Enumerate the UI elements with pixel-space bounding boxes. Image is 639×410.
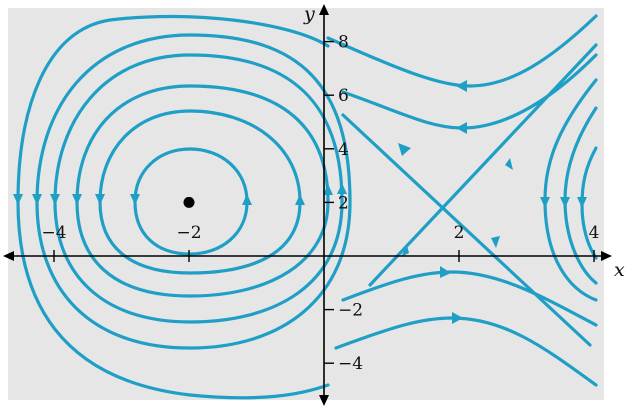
arrow-lower-trajectory-1 [440,266,451,278]
y-tick-label: 4 [338,140,349,160]
arrow-down-orbit-3 [72,194,82,205]
closed-orbit-2 [98,109,302,275]
tick-marks [53,40,595,364]
separatrix-falling [341,113,592,347]
y-tick-label: 8 [338,33,349,53]
arrow-separatrix-lower-right [491,236,500,248]
tick-label-group: −4 −2 2 4 8 6 4 2 −2 −4 [41,33,599,375]
upper-trajectory-1 [326,14,598,88]
plot-background [8,8,604,400]
arrow-up-orbit-3 [323,184,333,195]
arrow-up-orbit-4 [337,183,347,194]
arrow-separatrix-upper-left [398,143,411,156]
y-tick-label: −2 [338,301,363,321]
y-axis-arrow-up [319,4,329,15]
y-axis-arrow-down [319,395,329,406]
arrow-right-trajectory-1 [540,197,550,208]
x-tick-label: 4 [589,223,600,243]
closed-orbit-5 [35,33,352,350]
y-tick-label: 2 [338,193,349,213]
y-tick-label: −4 [338,354,363,374]
arrow-right-trajectory-3 [577,197,587,208]
arrow-down-orbit-5 [32,194,42,205]
arrow-separatrix-upper-right [505,158,513,170]
closed-orbit-3 [75,84,330,298]
arrow-upper-trajectory-2 [456,122,467,134]
x-axis-label: x [614,259,625,281]
arrow-down-orbit-1 [130,194,140,205]
arrow-separatrix-lower-left [401,245,409,257]
x-tick-label: −2 [176,223,201,243]
arrow-up-orbit-2 [295,194,305,205]
arrow-down-orbit-2 [95,194,105,205]
y-tick-label: 6 [338,86,349,106]
y-axis-label: y [303,3,315,25]
arrow-upper-trajectory-1 [456,80,467,92]
arrow-up-orbit-1 [242,194,252,205]
axis-arrowheads [3,4,612,406]
x-tick-label: 2 [454,223,465,243]
arrow-down-orbit-4 [50,194,60,205]
separatrix-rising [368,43,598,287]
center-equilibrium-point [183,196,195,208]
x-tick-label: −4 [41,223,66,243]
arrow-right-trajectory-2 [560,197,570,208]
axes-group [10,12,604,398]
x-axis-arrow-right [601,251,612,261]
direction-arrow-group [13,80,587,324]
x-axis-arrow-left [3,251,14,261]
arrow-down-outer [13,194,23,205]
lower-trajectory-1 [341,270,598,327]
arrow-lower-trajectory-2 [452,312,463,324]
closed-orbit-1 [133,147,249,256]
